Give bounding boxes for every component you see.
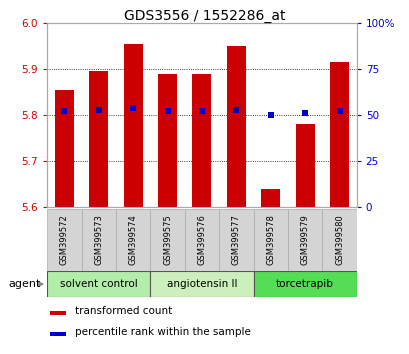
Bar <box>329 62 348 207</box>
Point <box>301 110 308 116</box>
Bar <box>150 209 184 271</box>
Point <box>61 109 67 114</box>
Bar <box>50 310 65 315</box>
Bar <box>218 209 253 271</box>
Point <box>95 107 102 112</box>
Bar <box>150 271 253 297</box>
Point <box>267 112 273 118</box>
Bar <box>226 46 245 207</box>
Bar <box>253 271 356 297</box>
Bar <box>81 209 116 271</box>
Text: angiotensin II: angiotensin II <box>166 279 236 289</box>
Text: GSM399576: GSM399576 <box>197 215 206 265</box>
Text: agent: agent <box>8 279 40 289</box>
Bar <box>89 72 108 207</box>
Bar <box>47 209 81 271</box>
Bar <box>47 271 150 297</box>
Bar <box>321 209 356 271</box>
Bar <box>124 44 142 207</box>
Bar <box>116 209 150 271</box>
Text: percentile rank within the sample: percentile rank within the sample <box>75 327 250 337</box>
Bar <box>192 74 211 207</box>
Text: GSM399574: GSM399574 <box>128 215 137 265</box>
Bar <box>253 209 287 271</box>
Point <box>130 105 136 110</box>
Text: GSM399575: GSM399575 <box>163 215 172 265</box>
Point <box>335 109 342 114</box>
Text: transformed count: transformed count <box>75 306 172 316</box>
Point <box>198 109 204 114</box>
Text: GSM399577: GSM399577 <box>231 215 240 265</box>
Text: GSM399573: GSM399573 <box>94 215 103 265</box>
Bar <box>261 189 279 207</box>
Bar <box>295 124 314 207</box>
Bar <box>287 209 321 271</box>
Text: GSM399579: GSM399579 <box>300 215 309 265</box>
Bar <box>184 209 218 271</box>
Text: GSM399580: GSM399580 <box>334 215 343 265</box>
Text: GSM399578: GSM399578 <box>265 215 274 265</box>
Point <box>164 109 171 114</box>
Text: GSM399572: GSM399572 <box>60 215 69 265</box>
Bar <box>158 74 177 207</box>
Bar <box>55 90 74 207</box>
Bar <box>50 332 65 336</box>
Text: torcetrapib: torcetrapib <box>276 279 333 289</box>
Point <box>232 107 239 112</box>
Text: GDS3556 / 1552286_at: GDS3556 / 1552286_at <box>124 9 285 23</box>
Text: solvent control: solvent control <box>60 279 137 289</box>
